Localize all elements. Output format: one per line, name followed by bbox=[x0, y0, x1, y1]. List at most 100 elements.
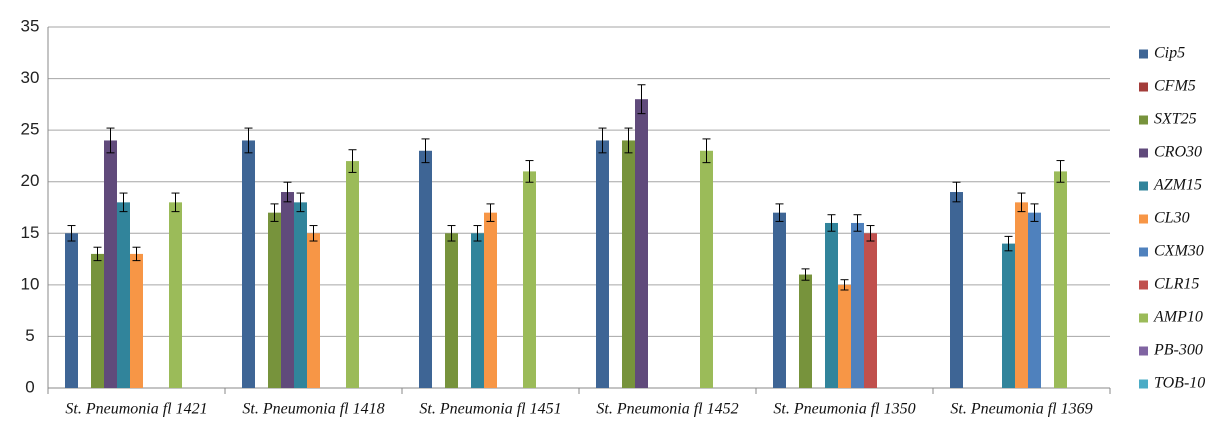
bar bbox=[104, 140, 117, 388]
legend-swatch bbox=[1139, 82, 1148, 92]
legend-label: TOB-10 bbox=[1154, 375, 1205, 392]
bar bbox=[117, 202, 130, 388]
bar bbox=[294, 202, 307, 388]
error-bar bbox=[296, 192, 305, 213]
bar bbox=[307, 233, 320, 388]
bar bbox=[864, 233, 877, 388]
y-tick-label: 10 bbox=[21, 274, 40, 293]
error-bar bbox=[1030, 203, 1039, 222]
error-bar bbox=[270, 203, 279, 222]
bar bbox=[65, 233, 78, 388]
bar bbox=[773, 212, 786, 388]
error-bar bbox=[624, 127, 633, 154]
legend-swatch bbox=[1139, 313, 1148, 323]
bar bbox=[851, 222, 864, 388]
legend-label: CLR15 bbox=[1154, 276, 1199, 293]
legend-swatch bbox=[1139, 49, 1148, 59]
legend-swatch bbox=[1139, 280, 1148, 290]
bar bbox=[281, 192, 294, 388]
x-tick-label: St. Pneumonia fl 1451 bbox=[419, 401, 561, 418]
bar bbox=[471, 233, 484, 388]
legend-label: CRO30 bbox=[1154, 144, 1202, 161]
x-tick-label: St. Pneumonia fl 1421 bbox=[65, 401, 207, 418]
error-bar bbox=[132, 246, 141, 262]
bar bbox=[950, 192, 963, 388]
bar bbox=[523, 171, 536, 388]
bar bbox=[799, 274, 812, 388]
error-bar bbox=[106, 127, 115, 154]
error-bar bbox=[119, 192, 128, 213]
error-bar bbox=[447, 225, 456, 242]
bar bbox=[1054, 171, 1067, 388]
x-tick-label: St. Pneumonia fl 1350 bbox=[773, 401, 915, 418]
y-tick-label: 35 bbox=[21, 16, 40, 35]
x-tick-label: St. Pneumonia fl 1452 bbox=[596, 401, 738, 418]
error-bar bbox=[67, 225, 76, 242]
bar bbox=[445, 233, 458, 388]
error-bar bbox=[93, 246, 102, 262]
bar bbox=[242, 140, 255, 388]
bar bbox=[1015, 202, 1028, 388]
error-bar bbox=[840, 279, 849, 291]
bar bbox=[596, 140, 609, 388]
legend-label: Cip5 bbox=[1154, 45, 1185, 62]
error-bar bbox=[244, 127, 253, 154]
bar bbox=[268, 212, 281, 388]
error-bar bbox=[486, 203, 495, 222]
bar bbox=[838, 284, 851, 388]
legend-label: CFM5 bbox=[1154, 78, 1196, 95]
bar bbox=[1002, 243, 1015, 388]
y-tick-label: 20 bbox=[21, 171, 40, 190]
legend-swatch bbox=[1139, 247, 1148, 257]
legend-swatch bbox=[1139, 379, 1148, 389]
legend-label: CXM30 bbox=[1154, 243, 1204, 260]
x-tick-label: St. Pneumonia fl 1369 bbox=[950, 401, 1092, 418]
error-bar bbox=[637, 84, 646, 115]
y-tick-label: 30 bbox=[21, 68, 40, 87]
error-bar bbox=[702, 138, 711, 164]
legend-label: AMP10 bbox=[1153, 309, 1203, 326]
y-tick-label: 15 bbox=[21, 223, 40, 242]
y-tick-label: 5 bbox=[25, 326, 34, 345]
bar bbox=[484, 212, 497, 388]
x-tick-label: St. Pneumonia fl 1418 bbox=[242, 401, 384, 418]
bar bbox=[130, 253, 143, 388]
legend-swatch bbox=[1139, 148, 1148, 158]
error-bar bbox=[525, 160, 534, 183]
error-bar bbox=[1017, 192, 1026, 213]
error-bar bbox=[348, 149, 357, 173]
legend-swatch bbox=[1139, 214, 1148, 224]
error-bar bbox=[309, 225, 318, 242]
legend-swatch bbox=[1139, 181, 1148, 191]
error-bar bbox=[827, 214, 836, 232]
legend-label: CL30 bbox=[1154, 210, 1190, 227]
error-bar bbox=[1004, 235, 1013, 252]
legend-label: AZM15 bbox=[1153, 177, 1202, 194]
bar bbox=[635, 99, 648, 388]
bar bbox=[91, 253, 104, 388]
legend-swatch bbox=[1139, 115, 1148, 125]
y-tick-label: 0 bbox=[25, 377, 34, 396]
bar bbox=[1028, 212, 1041, 388]
legend-label: SXT25 bbox=[1154, 111, 1197, 128]
error-bar bbox=[952, 181, 961, 203]
error-bar bbox=[421, 138, 430, 164]
error-bar bbox=[1056, 160, 1065, 183]
legend-swatch bbox=[1139, 346, 1148, 356]
error-bar bbox=[598, 127, 607, 154]
bar bbox=[700, 150, 713, 388]
y-tick-label: 25 bbox=[21, 120, 40, 139]
error-bar bbox=[866, 225, 875, 242]
bar bbox=[825, 222, 838, 388]
error-bar bbox=[171, 192, 180, 213]
bar bbox=[419, 150, 432, 388]
bar bbox=[622, 140, 635, 388]
error-bar bbox=[473, 225, 482, 242]
legend-label: PB-300 bbox=[1153, 342, 1203, 359]
error-bar bbox=[283, 181, 292, 203]
bar bbox=[169, 202, 182, 388]
error-bar bbox=[801, 268, 810, 281]
bar bbox=[346, 161, 359, 388]
error-bar bbox=[775, 203, 784, 222]
